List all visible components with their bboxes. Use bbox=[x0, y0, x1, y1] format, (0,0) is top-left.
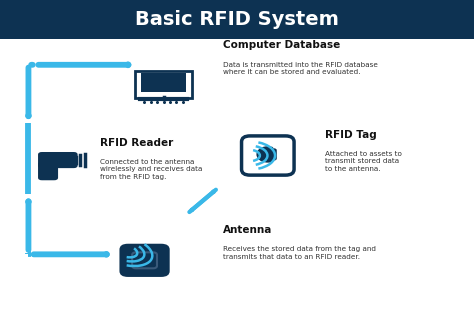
FancyBboxPatch shape bbox=[38, 152, 78, 168]
FancyBboxPatch shape bbox=[141, 73, 186, 92]
Text: RFID Tag: RFID Tag bbox=[325, 130, 376, 140]
Text: Antenna: Antenna bbox=[223, 225, 272, 235]
Text: Receives the stored data from the tag and
transmits that data to an RFID reader.: Receives the stored data from the tag an… bbox=[223, 246, 376, 260]
FancyBboxPatch shape bbox=[38, 162, 58, 180]
FancyBboxPatch shape bbox=[259, 148, 277, 161]
FancyBboxPatch shape bbox=[0, 0, 474, 39]
Text: RFID Reader: RFID Reader bbox=[100, 138, 173, 148]
Text: Computer Database: Computer Database bbox=[223, 40, 340, 51]
FancyBboxPatch shape bbox=[135, 71, 192, 98]
Text: Basic RFID System: Basic RFID System bbox=[135, 10, 339, 29]
FancyBboxPatch shape bbox=[119, 244, 170, 277]
Text: Connected to the antenna
wirelessly and receives data
from the RFID tag.: Connected to the antenna wirelessly and … bbox=[100, 159, 202, 180]
FancyBboxPatch shape bbox=[132, 252, 157, 268]
Text: Data is transmitted into the RFID database
where it can be stored and evaluated.: Data is transmitted into the RFID databa… bbox=[223, 62, 378, 75]
Text: Attached to assets to
transmit stored data
to the antenna.: Attached to assets to transmit stored da… bbox=[325, 151, 401, 172]
FancyBboxPatch shape bbox=[242, 136, 294, 175]
